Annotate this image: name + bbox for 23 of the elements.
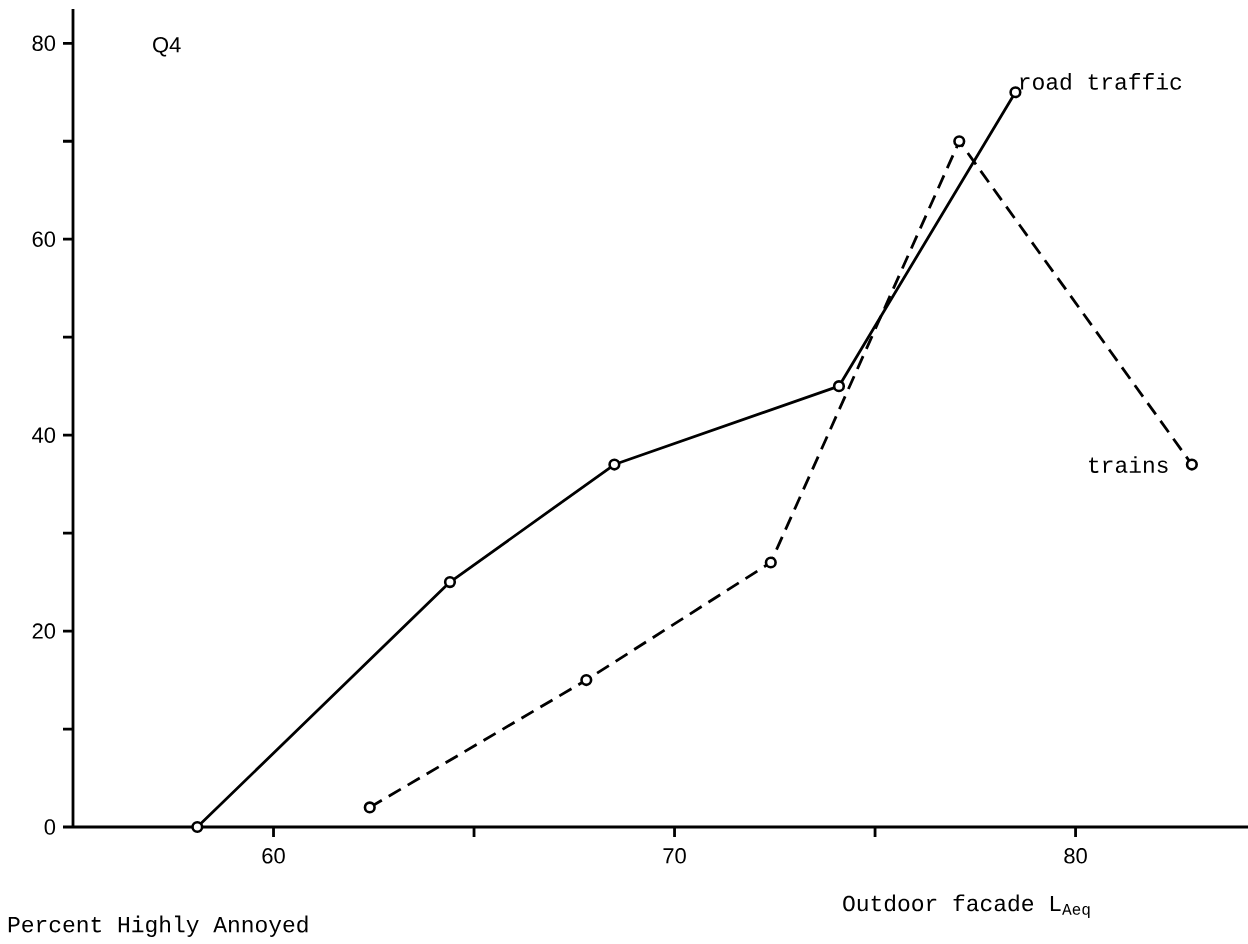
point: [608, 458, 621, 471]
y-tick-label: 0: [44, 819, 56, 835]
point: [580, 673, 593, 687]
point: [832, 380, 846, 393]
y-tick-label: 60: [32, 231, 56, 247]
point: [764, 556, 777, 569]
point: [953, 135, 966, 148]
point: [1009, 86, 1022, 99]
series-label: road traffic: [1020, 72, 1182, 90]
y-tick-label: 20: [32, 623, 56, 639]
y-tick-label: 40: [32, 427, 56, 443]
point: [1185, 458, 1198, 471]
x-axis-title: Outdoor facade L$_{Aeq}$: [843, 894, 1090, 918]
point: [443, 575, 457, 589]
annotation: Q4: [153, 37, 181, 57]
x-tick-label: 60: [262, 848, 285, 864]
point: [363, 801, 376, 814]
x-tick-label: 70: [663, 848, 686, 864]
y-tick-label: 80: [32, 35, 56, 52]
series-label: trains: [1089, 456, 1168, 473]
point: [191, 820, 204, 834]
y-axis-title: Percent Highly Annoyed: [8, 915, 308, 937]
x-tick-label: 80: [1064, 848, 1087, 864]
